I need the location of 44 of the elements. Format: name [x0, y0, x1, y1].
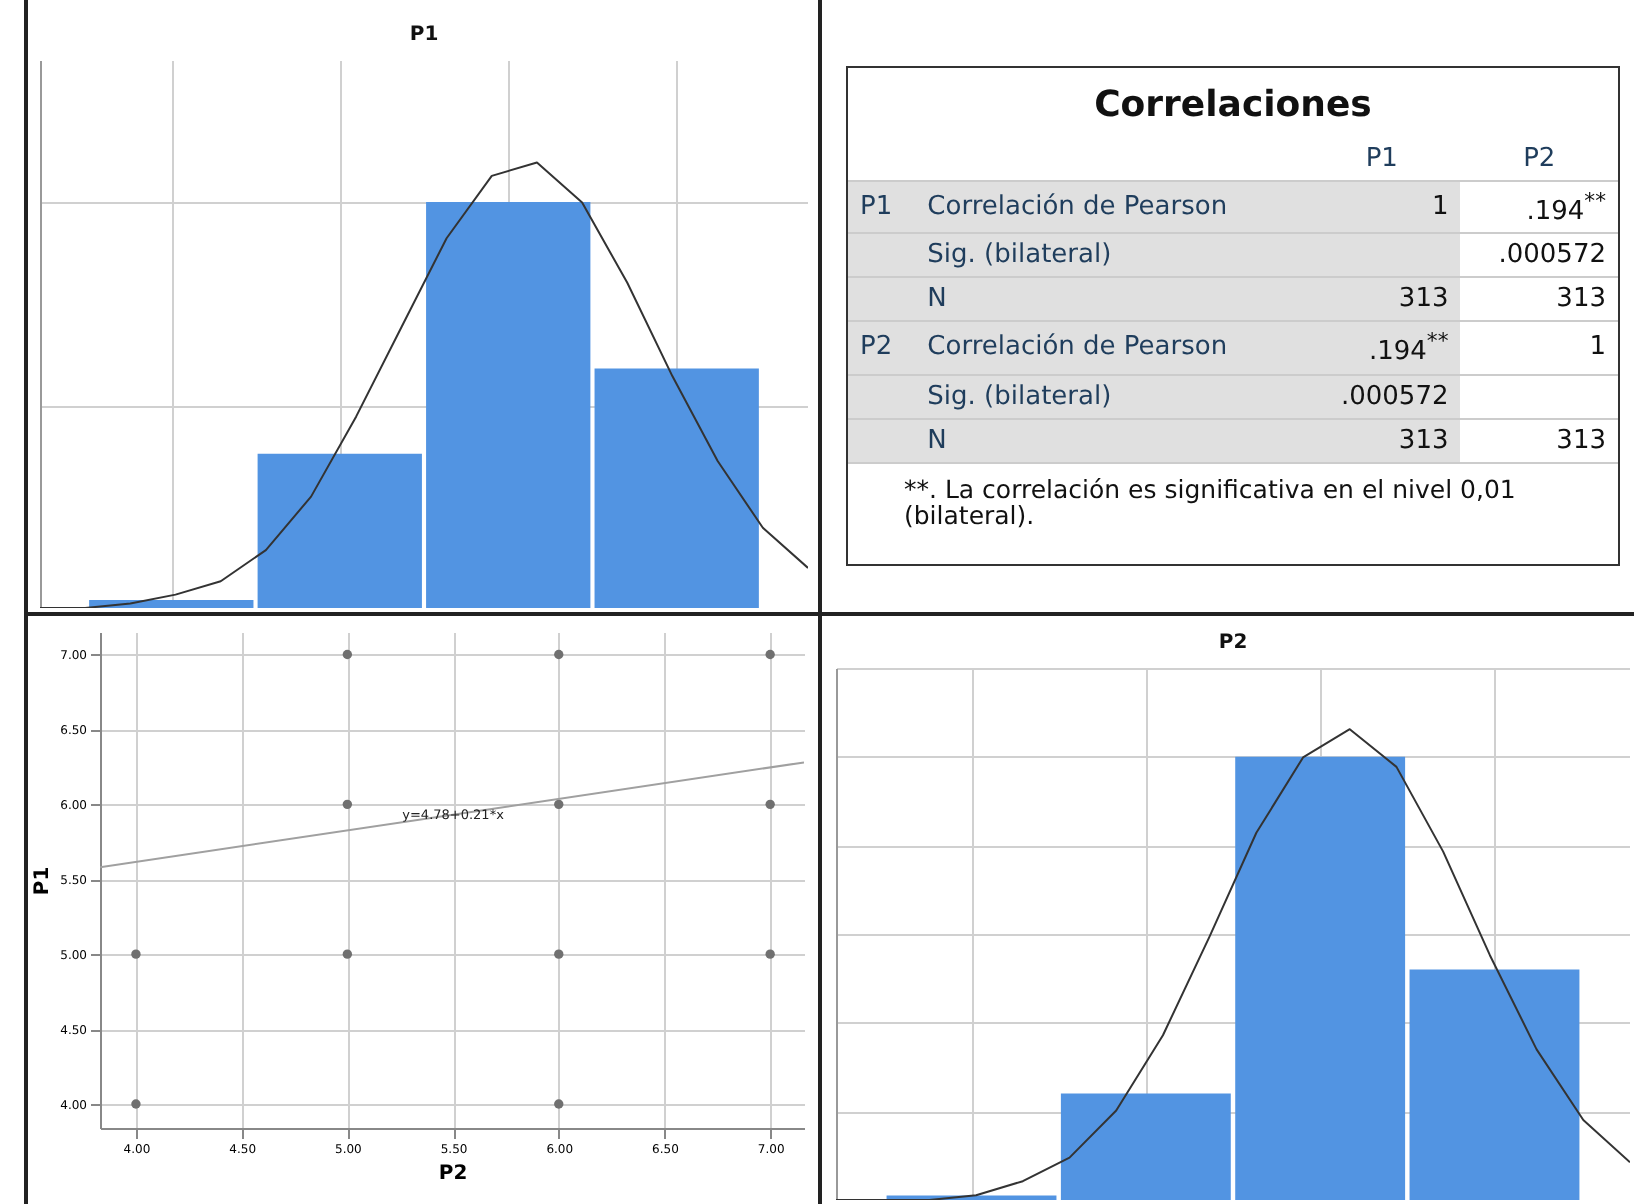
bar: [594, 368, 759, 608]
text: 313: [1460, 277, 1618, 322]
point: [554, 1099, 564, 1109]
text: Sig. (bilateral): [915, 374, 1304, 419]
point: [765, 799, 775, 810]
text: P1: [848, 181, 916, 234]
text: Correlación de Pearson: [915, 321, 1304, 375]
point: [765, 949, 775, 959]
point: [554, 949, 564, 959]
text: Correlaciones: [1092, 82, 1374, 130]
text: 313: [1460, 418, 1618, 463]
text: 313: [1303, 277, 1461, 322]
y-axis-title: P1: [32, 866, 55, 896]
text: P1: [1303, 138, 1461, 181]
bar: [1409, 969, 1580, 1200]
point: [131, 1099, 141, 1109]
bar: [1060, 1093, 1231, 1200]
chart-title: P2: [1218, 632, 1248, 654]
text: 313: [1303, 418, 1461, 463]
text: P2: [848, 321, 916, 375]
bar: [1235, 756, 1406, 1200]
bar: [426, 202, 591, 608]
text: N: [915, 418, 1304, 463]
text: N: [915, 277, 1304, 322]
chart-title: P1: [409, 24, 439, 46]
text: Correlación de Pearson: [915, 181, 1304, 234]
point: [765, 649, 775, 660]
x-axis-title: P2: [438, 1163, 468, 1185]
text: 1: [1460, 321, 1618, 375]
text: .194$^{**}$: [1303, 321, 1461, 375]
text: P2: [1460, 138, 1618, 181]
text: **. La correlación es significativa en el nivel 0,01 (bilateral).: [902, 471, 1518, 531]
point: [342, 649, 353, 660]
point: [554, 649, 564, 660]
point: [342, 799, 353, 810]
text: .000572: [1303, 374, 1461, 419]
point: [131, 949, 141, 959]
text: .000572: [1460, 233, 1618, 278]
point: [342, 949, 353, 959]
text: 1: [1303, 181, 1461, 234]
text: .194$^{**}$: [1460, 181, 1618, 234]
text: Sig. (bilateral): [915, 233, 1304, 278]
bar: [257, 453, 422, 608]
point: [554, 799, 564, 810]
